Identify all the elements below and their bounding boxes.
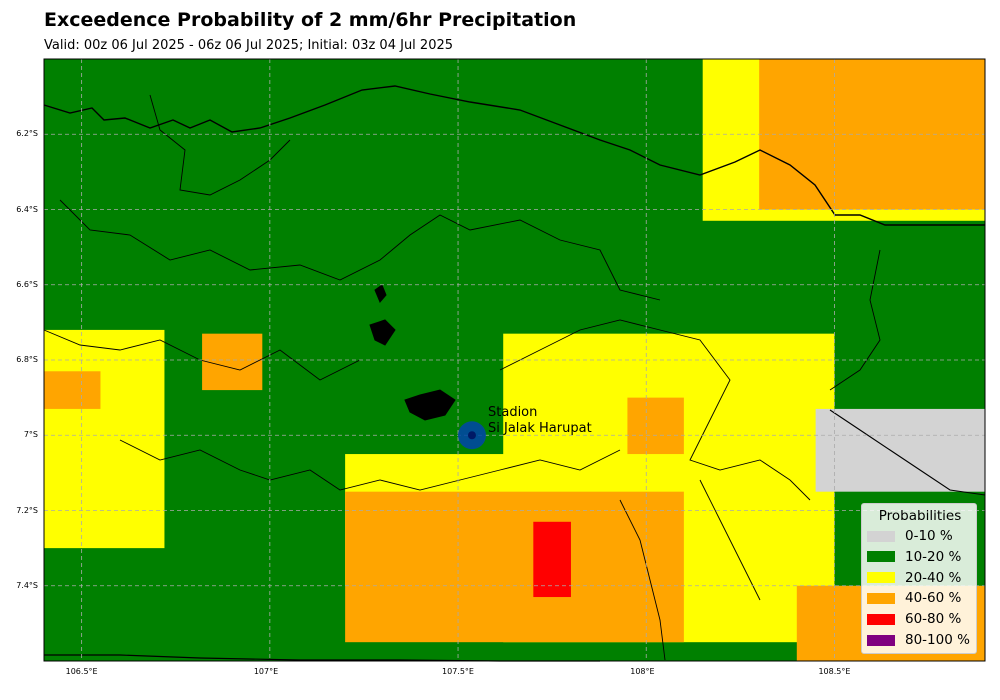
station-label: Stadion Si Jalak Harupat bbox=[488, 405, 592, 437]
probability-region-3 bbox=[44, 371, 101, 409]
x-tick-label: 108.5°E bbox=[818, 667, 851, 676]
x-tick-label: 106.5°E bbox=[65, 667, 98, 676]
boundary-5 bbox=[119, 439, 621, 491]
legend: Probabilities 0-10 % 10-20 % 20-40 % 40-60 … bbox=[861, 503, 977, 654]
legend-swatch bbox=[867, 592, 895, 604]
gridlines bbox=[44, 59, 985, 661]
legend-label: 0-10 % bbox=[905, 528, 953, 544]
x-tick-label: 107.5°E bbox=[442, 667, 474, 676]
legend-label: 40-60 % bbox=[905, 590, 962, 607]
y-tick-label: 7°S bbox=[23, 430, 38, 440]
east-coastline bbox=[829, 409, 986, 496]
boundary-7 bbox=[699, 479, 761, 601]
legend-title: Probabilities bbox=[878, 508, 962, 524]
boundary-6 bbox=[619, 499, 666, 661]
station-name-line1: Stadion bbox=[488, 405, 538, 420]
legend-label: 20-40 % bbox=[905, 569, 962, 586]
x-tick-label: 108°E bbox=[630, 667, 655, 676]
station-name-line2: Si Jalak Harupat bbox=[488, 421, 592, 436]
reservoir-3 bbox=[404, 389, 456, 421]
legend-item: 10-20 % bbox=[867, 548, 961, 566]
probability-region-2 bbox=[44, 329, 165, 549]
legend-label: 10-20 % bbox=[905, 548, 962, 565]
boundary-8 bbox=[829, 249, 881, 391]
station-dot bbox=[467, 431, 476, 440]
reservoir-2 bbox=[369, 319, 396, 346]
legend-item: 80-100 % bbox=[867, 631, 970, 649]
y-tick-label: 6.4°S bbox=[16, 204, 38, 214]
y-tick-label: 6.2°S bbox=[16, 129, 38, 139]
legend-item: 0-10 % bbox=[867, 527, 953, 545]
legend-item: 60-80 % bbox=[867, 610, 961, 628]
map-frame bbox=[43, 58, 986, 662]
boundary-2 bbox=[59, 199, 661, 301]
probability-region-4 bbox=[202, 333, 263, 391]
chart-title: Exceedence Probability of 2 mm/6hr Preci… bbox=[44, 9, 577, 31]
probability-region-10 bbox=[533, 521, 571, 598]
probability-region-9 bbox=[627, 397, 684, 455]
probability-cells bbox=[44, 59, 985, 661]
boundary-4 bbox=[499, 319, 811, 501]
legend-item: 40-60 % bbox=[867, 589, 961, 607]
legend-swatch bbox=[867, 551, 895, 563]
y-tick-label: 7.2°S bbox=[16, 505, 38, 515]
y-tick-label: 7.4°S bbox=[16, 580, 38, 590]
probability-region-7 bbox=[345, 491, 684, 643]
chart-subtitle: Valid: 00z 06 Jul 2025 - 06z 06 Jul 2025… bbox=[44, 38, 454, 53]
legend-label: 80-100 % bbox=[905, 632, 970, 648]
y-tick-label: 6.8°S bbox=[16, 355, 38, 364]
legend-label: 60-80 % bbox=[905, 611, 962, 628]
boundary-1 bbox=[149, 94, 291, 196]
north-coastline bbox=[43, 85, 985, 226]
y-tick-label: 6.6°S bbox=[16, 279, 38, 289]
legend-swatch bbox=[867, 530, 895, 542]
coastline-boundaries bbox=[43, 85, 986, 662]
x-tick-label: 107°E bbox=[253, 667, 279, 676]
probability-region-11 bbox=[815, 408, 985, 492]
legend-swatch bbox=[867, 613, 895, 625]
legend-swatch bbox=[867, 634, 895, 646]
legend-item: 20-40 % bbox=[867, 569, 961, 587]
reservoir-1 bbox=[374, 284, 387, 303]
legend-swatch bbox=[867, 572, 895, 584]
